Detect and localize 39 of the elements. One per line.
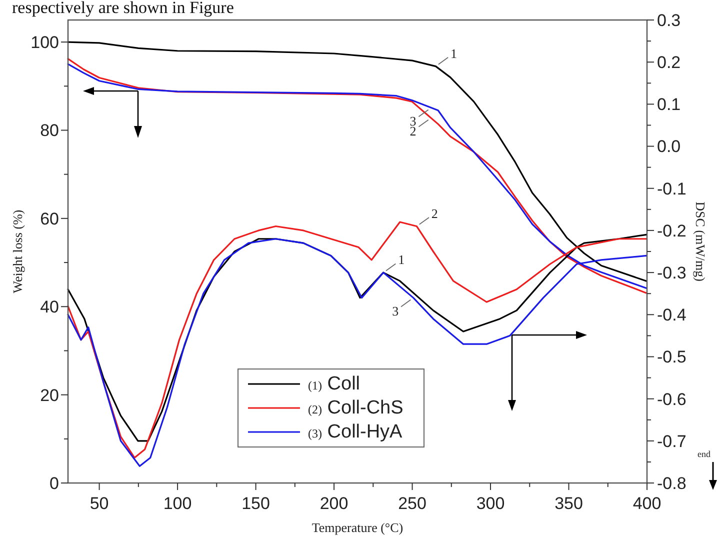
annotation: 1 — [450, 46, 457, 61]
y-axis-title: Weight loss (%) — [10, 210, 25, 294]
y2-tick-label: -0.3 — [657, 263, 686, 282]
legend-label: (2) Coll-ChS — [308, 398, 404, 419]
x-axis-title: Temperature (°C) — [312, 520, 404, 535]
y2-tick-label: 0.0 — [657, 137, 681, 156]
y-tick-label: 60 — [40, 209, 59, 228]
y2-tick-label: -0.5 — [657, 348, 686, 367]
y2-tick-label: -0.4 — [657, 306, 686, 325]
y-tick-label: 0 — [50, 474, 59, 493]
y2-tick-label: -0.1 — [657, 179, 686, 198]
y2-tick-label: 0.2 — [657, 53, 681, 72]
legend-label: (3) Coll-HyA — [308, 422, 403, 443]
y2-tick-label: -0.2 — [657, 221, 686, 240]
y2-tick-label: 0.1 — [657, 95, 681, 114]
y2-tick-label: 0.3 — [657, 10, 681, 30]
legend-label: (1) Coll — [308, 374, 360, 395]
x-tick-label: 350 — [554, 494, 583, 513]
y-tick-label: 80 — [40, 121, 59, 140]
y-tick-label: 20 — [40, 386, 59, 405]
x-tick-label: 100 — [163, 494, 192, 513]
annotation: 3 — [392, 303, 399, 318]
x-tick-label: 50 — [90, 494, 109, 513]
annotation: 1 — [398, 252, 405, 268]
x-tick-label: 150 — [242, 494, 270, 513]
x-tick-label: 300 — [476, 494, 505, 513]
x-tick-label: 400 — [632, 494, 662, 513]
text: respectively are shown in Figure — [12, 0, 234, 17]
x-tick-label: 250 — [398, 494, 426, 513]
y2-tick-label: -0.8 — [657, 474, 686, 493]
y2-tick-label: -0.7 — [657, 432, 686, 451]
y-tick-label: 100 — [30, 33, 59, 52]
y2-axis-title: DSC (mW/mg) — [693, 202, 708, 282]
y2-tick-label: -0.6 — [657, 390, 686, 409]
annotation: 3 — [410, 113, 416, 128]
annotation: 2 — [431, 206, 438, 221]
text: end — [698, 449, 711, 459]
y-tick-label: 40 — [40, 298, 59, 317]
x-tick-label: 200 — [320, 494, 348, 513]
